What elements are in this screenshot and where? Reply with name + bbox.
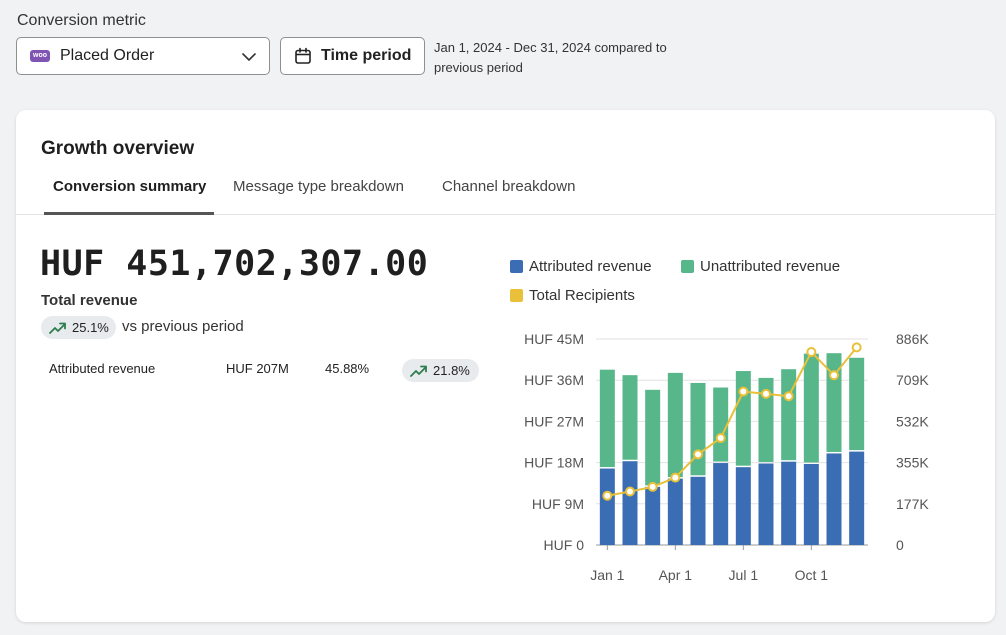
bar-attributed: [803, 463, 819, 545]
row-share: 45.88%: [325, 361, 370, 376]
point-total-recipients: [783, 391, 794, 402]
bar-unattributed: [803, 353, 819, 463]
total-change-badge: 25.1%: [41, 316, 116, 339]
bar-attributed: [781, 461, 797, 545]
y-tick-label-left: HUF 27M: [524, 413, 584, 429]
y-tick-label-left: HUF 45M: [524, 331, 584, 347]
tab-bar: Conversion summary Message type breakdow…: [16, 174, 995, 215]
active-tab-indicator: [44, 212, 214, 215]
y-tick-label-left: HUF 9M: [532, 496, 584, 512]
x-tick-label: Apr 1: [659, 567, 693, 583]
metric-select-value: Placed Order: [60, 47, 155, 64]
bar-unattributed: [758, 377, 774, 463]
y-tick-label-right: 886K: [896, 331, 929, 347]
total-revenue-value: HUF 451,702,307.00: [40, 244, 429, 284]
legend-recipients: Total Recipients: [510, 287, 635, 304]
total-revenue-label: Total revenue: [41, 292, 138, 309]
point-total-recipients: [738, 386, 749, 397]
x-tick-label: Oct 1: [795, 567, 829, 583]
bar-unattributed: [849, 357, 865, 451]
tab-conversion-summary[interactable]: Conversion summary: [53, 178, 207, 195]
bar-attributed: [645, 486, 661, 545]
y-tick-label-right: 355K: [896, 455, 929, 471]
bar-unattributed: [667, 372, 683, 478]
point-total-recipients: [602, 490, 613, 501]
point-total-recipients: [647, 481, 658, 492]
bar-attributed: [849, 451, 865, 545]
row-change-badge: 21.8%: [402, 359, 479, 382]
tab-message-type-breakdown[interactable]: Message type breakdown: [233, 178, 404, 195]
point-total-recipients: [806, 347, 817, 358]
card-title: Growth overview: [41, 138, 195, 159]
bar-unattributed: [645, 389, 661, 486]
bar-attributed: [758, 463, 774, 545]
legend-swatch-recipients: [510, 289, 523, 302]
point-total-recipients: [693, 449, 703, 460]
bar-unattributed: [713, 387, 729, 462]
point-total-recipients: [715, 433, 726, 444]
bar-unattributed: [690, 382, 706, 476]
bar-attributed: [735, 467, 751, 545]
point-total-recipients: [829, 370, 839, 381]
trend-up-icon: [49, 322, 66, 334]
row-value: HUF 207M: [226, 361, 289, 376]
row-change-value: 21.8%: [433, 363, 470, 378]
y-tick-label-right: 177K: [896, 496, 929, 512]
total-change-value: 25.1%: [72, 320, 109, 335]
y-tick-label-right: 0: [896, 537, 904, 553]
point-total-recipients: [625, 486, 635, 497]
trend-up-icon: [410, 365, 427, 377]
bar-unattributed: [735, 371, 751, 466]
conversion-metric-select[interactable]: woo Placed Order: [16, 37, 270, 75]
point-total-recipients: [761, 388, 771, 399]
legend-label-unattributed: Unattributed revenue: [700, 258, 841, 275]
bar-attributed: [713, 463, 729, 545]
y-tick-label-right: 709K: [896, 372, 929, 388]
x-tick-label: Jan 1: [590, 567, 624, 583]
tab-channel-breakdown[interactable]: Channel breakdown: [442, 178, 576, 195]
bar-attributed: [690, 476, 706, 545]
legend-label-attributed: Attributed revenue: [529, 258, 652, 275]
legend-swatch-unattributed: [681, 260, 694, 273]
conversion-metric-label: Conversion metric: [17, 12, 146, 29]
row-label: Attributed revenue: [49, 361, 156, 376]
y-tick-label-right: 532K: [896, 413, 929, 429]
point-total-recipients: [851, 342, 862, 353]
woo-logo-icon: woo: [30, 50, 50, 62]
time-period-label: Time period: [321, 47, 412, 64]
legend-label-recipients: Total Recipients: [529, 287, 635, 304]
bar-attributed: [599, 468, 615, 545]
calendar-icon: [295, 47, 311, 64]
legend-unattributed: Unattributed revenue: [681, 258, 840, 275]
y-tick-label-left: HUF 0: [544, 537, 585, 553]
bar-unattributed: [622, 375, 638, 460]
y-tick-label-left: HUF 36M: [524, 372, 584, 388]
bar-attributed: [622, 461, 638, 545]
legend-attributed: Attributed revenue: [510, 258, 652, 275]
chevron-down-icon: [242, 53, 256, 61]
bar-attributed: [667, 478, 683, 545]
revenue-chart: HUF 0 0 HUF 9M 177K HUF 18M 355K HUF 27M 532K HU…: [524, 331, 929, 583]
bar-unattributed: [599, 369, 615, 468]
growth-overview-card: Growth overview Conversion summary Messa…: [16, 110, 995, 622]
legend-swatch-attributed: [510, 260, 523, 273]
bar-unattributed: [781, 369, 797, 461]
y-tick-label-left: HUF 18M: [524, 455, 584, 471]
point-total-recipients: [670, 472, 681, 483]
time-period-button[interactable]: Time period: [280, 37, 425, 75]
date-range-text: Jan 1, 2024 - Dec 31, 2024 compared to p…: [434, 40, 667, 75]
bar-attributed: [826, 453, 842, 545]
vs-previous-label: vs previous period: [122, 318, 244, 335]
x-tick-label: Jul 1: [729, 567, 759, 583]
